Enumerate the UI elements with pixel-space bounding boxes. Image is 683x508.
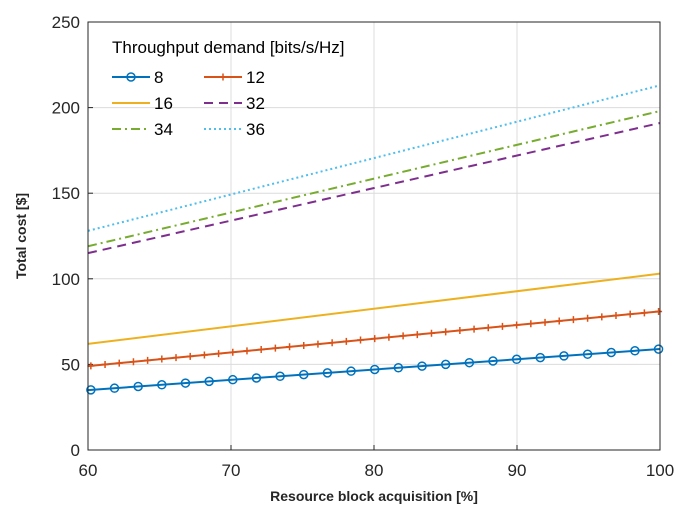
series-8-marker	[251, 373, 262, 383]
series-12-marker	[186, 352, 194, 360]
y-tick-label: 50	[61, 355, 80, 374]
series-8-marker	[630, 346, 640, 356]
series-12-marker	[101, 360, 109, 368]
series-8-marker	[440, 359, 451, 370]
series-34-line	[87, 110, 661, 248]
series-12-marker	[413, 331, 421, 339]
series-8-marker	[180, 378, 191, 388]
series-12-marker	[513, 321, 521, 329]
series-12-marker	[498, 322, 506, 330]
series-8-marker	[582, 349, 593, 359]
plot-frame	[87, 21, 661, 451]
series-36-line	[87, 84, 661, 232]
series-16-line	[87, 272, 661, 345]
series-8-marker	[204, 376, 214, 387]
series-8-marker	[86, 385, 96, 395]
series-12-marker	[271, 344, 279, 352]
series-8-marker	[109, 383, 120, 393]
series-12-marker	[484, 324, 492, 332]
legend-34-label: 34	[154, 120, 173, 139]
legend-8-label: 8	[154, 68, 163, 87]
series-12-marker	[385, 333, 393, 341]
x-axis-label: Resource block acquisition [%]	[270, 488, 478, 504]
legend: Throughput demand [bits/s/Hz] 8 12 16 32 34 3…	[112, 38, 344, 139]
series-8-marker	[488, 356, 498, 366]
series-12-marker	[655, 307, 663, 315]
x-tick-label: 60	[79, 461, 98, 480]
y-tick-label: 250	[52, 13, 80, 32]
series-12-marker	[357, 336, 365, 344]
series-layer	[86, 84, 664, 395]
series-12-marker	[87, 362, 95, 370]
series-12-marker	[158, 355, 166, 363]
y-tick-label: 100	[52, 270, 80, 289]
series-12-marker	[456, 326, 464, 334]
series-12-marker	[399, 332, 407, 340]
series-8-marker	[606, 347, 617, 358]
series-12-marker	[229, 348, 237, 356]
series-12-marker	[598, 313, 606, 321]
series-12-marker	[555, 317, 563, 325]
series-12-marker	[527, 320, 535, 328]
legend-16-label: 16	[154, 94, 173, 113]
series-12-marker	[569, 316, 577, 324]
series-12-marker	[115, 359, 123, 367]
series-8-marker	[653, 344, 664, 354]
series-12-marker	[626, 310, 634, 318]
series-8-marker	[346, 366, 356, 376]
series-12-marker	[342, 337, 350, 345]
series-12-marker	[612, 312, 620, 320]
legend-12-marker	[219, 73, 227, 81]
series-12-marker	[144, 356, 152, 364]
legend-title: Throughput demand [bits/s/Hz]	[112, 38, 344, 57]
legend-8-marker	[126, 72, 136, 82]
series-8-line	[87, 347, 661, 392]
series-12-marker	[314, 340, 322, 348]
series-12-marker	[215, 350, 223, 358]
legend-36-label: 36	[246, 120, 265, 139]
series-8-marker	[535, 352, 546, 363]
series-32-line	[87, 122, 661, 255]
series-8-marker	[417, 361, 427, 371]
series-12-marker	[470, 325, 478, 333]
series-8-marker	[322, 368, 333, 378]
series-12-marker	[584, 314, 592, 322]
legend-32-label: 32	[246, 94, 265, 113]
x-tick-label: 70	[222, 461, 241, 480]
series-8-marker	[393, 363, 404, 373]
series-12-marker	[257, 346, 265, 354]
series-8-marker	[133, 381, 143, 392]
tick-labels: 60 70 80 90 100 0 50 100 150 200 250	[52, 13, 675, 480]
series-12-marker	[541, 318, 549, 326]
series-12-marker	[129, 358, 137, 366]
series-12-marker	[243, 347, 251, 355]
series-12-marker	[371, 335, 379, 343]
y-tick-label: 200	[52, 99, 80, 118]
series-8-marker	[299, 369, 309, 380]
grid	[87, 21, 661, 451]
series-12-marker	[300, 341, 308, 349]
series-8-marker	[369, 364, 380, 375]
x-tick-label: 100	[646, 461, 674, 480]
y-tick-label: 150	[52, 184, 80, 203]
series-8-marker	[559, 351, 569, 361]
y-axis-label: Total cost [$]	[13, 193, 29, 279]
series-8-marker	[157, 380, 167, 390]
legend-12-label: 12	[246, 68, 265, 87]
x-tick-label: 90	[508, 461, 527, 480]
series-8-marker	[275, 371, 285, 382]
series-12-marker	[200, 351, 208, 359]
series-12-marker	[442, 328, 450, 336]
x-tick-label: 80	[365, 461, 384, 480]
series-12-marker	[286, 343, 294, 351]
series-12-marker	[328, 339, 336, 347]
series-8-marker	[464, 357, 475, 368]
series-12-marker	[640, 309, 648, 317]
y-tick-label: 0	[71, 441, 80, 460]
series-12-marker	[427, 329, 435, 337]
series-8-marker	[511, 354, 522, 365]
series-12-marker	[172, 354, 180, 362]
series-8-marker	[228, 374, 238, 385]
